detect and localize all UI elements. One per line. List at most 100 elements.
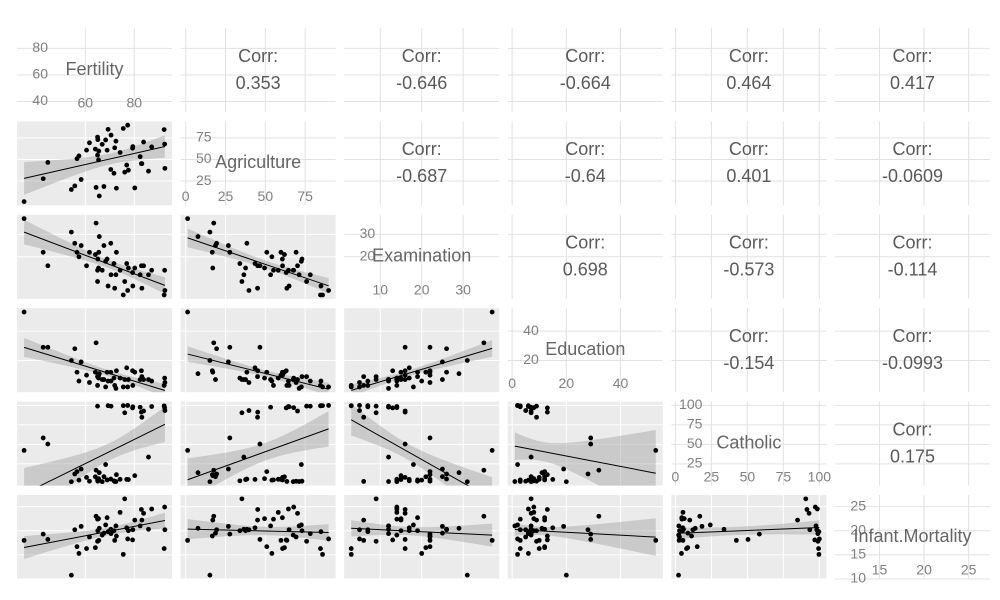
point xyxy=(87,534,92,540)
point xyxy=(523,408,529,413)
point xyxy=(239,279,245,284)
panel-background xyxy=(180,308,336,393)
point xyxy=(423,369,429,375)
point xyxy=(304,538,310,544)
point xyxy=(528,474,534,480)
point xyxy=(427,435,433,441)
point xyxy=(112,383,118,388)
point xyxy=(528,530,534,536)
point xyxy=(721,526,727,532)
point xyxy=(237,478,243,484)
confidence-band xyxy=(24,512,165,559)
point xyxy=(207,479,213,485)
point xyxy=(264,249,270,255)
panel: Corr: 0.175 xyxy=(835,401,990,486)
point xyxy=(402,510,408,516)
panel xyxy=(17,495,172,580)
point xyxy=(528,496,534,502)
point xyxy=(406,478,412,484)
point xyxy=(45,263,51,269)
point xyxy=(149,267,155,273)
point xyxy=(585,471,591,477)
point xyxy=(539,470,545,476)
x-tick-label: 75 xyxy=(297,188,313,204)
point xyxy=(149,506,155,512)
point xyxy=(795,517,800,523)
point xyxy=(210,265,216,271)
point xyxy=(444,369,449,375)
panel-content xyxy=(21,496,168,578)
panel-content xyxy=(348,403,495,486)
panel-content xyxy=(676,496,822,578)
point xyxy=(373,403,379,409)
point xyxy=(95,383,100,388)
point xyxy=(40,249,46,255)
panel: Corr: 0.464 xyxy=(671,28,827,112)
panel-background xyxy=(507,401,663,486)
fit-line xyxy=(351,419,469,486)
point xyxy=(444,346,449,352)
point xyxy=(126,265,131,271)
variable-name: Examination xyxy=(372,246,471,266)
panel xyxy=(671,495,827,580)
point xyxy=(398,477,404,482)
point xyxy=(361,414,367,420)
point xyxy=(213,377,218,382)
point xyxy=(756,531,762,537)
point xyxy=(101,184,107,189)
point xyxy=(348,383,354,388)
point xyxy=(209,368,215,374)
point xyxy=(264,544,270,550)
fit-line xyxy=(187,353,329,390)
point xyxy=(411,462,416,467)
point xyxy=(689,533,694,539)
corr-value: 0.353 xyxy=(236,73,281,93)
fit-line xyxy=(514,445,656,474)
point xyxy=(318,529,324,535)
point xyxy=(464,572,470,578)
point xyxy=(816,551,822,557)
point xyxy=(103,522,109,528)
point xyxy=(814,527,820,533)
point xyxy=(271,267,276,273)
y-tick-label: 30 xyxy=(360,225,376,241)
point xyxy=(146,526,151,532)
point xyxy=(440,523,445,529)
point xyxy=(542,515,548,521)
point xyxy=(814,506,820,512)
point xyxy=(84,372,89,378)
panel-content xyxy=(185,309,331,393)
point xyxy=(680,528,685,534)
point xyxy=(402,441,408,447)
corr-value: -0.573 xyxy=(723,260,774,280)
point xyxy=(268,523,274,529)
point xyxy=(95,152,100,158)
point xyxy=(373,538,379,544)
point xyxy=(816,546,821,551)
y-tick-label: 100 xyxy=(679,396,703,412)
point xyxy=(124,261,130,266)
corr-label: Corr: xyxy=(729,139,769,159)
point xyxy=(676,523,682,529)
point xyxy=(684,546,689,551)
panel-background xyxy=(180,121,336,206)
point xyxy=(130,383,136,388)
point xyxy=(402,344,408,350)
point xyxy=(365,404,371,410)
point xyxy=(111,261,117,266)
fit-line xyxy=(24,520,165,548)
point xyxy=(733,537,739,543)
point xyxy=(561,523,567,529)
panel-background xyxy=(17,308,172,393)
point xyxy=(96,249,102,255)
confidence-band xyxy=(514,518,656,556)
point xyxy=(21,537,27,543)
point xyxy=(146,454,151,460)
point xyxy=(21,216,27,222)
panel: Corr: -0.646 xyxy=(344,28,500,112)
point xyxy=(92,545,98,551)
point xyxy=(357,380,362,385)
point xyxy=(103,384,109,390)
point xyxy=(95,538,100,544)
